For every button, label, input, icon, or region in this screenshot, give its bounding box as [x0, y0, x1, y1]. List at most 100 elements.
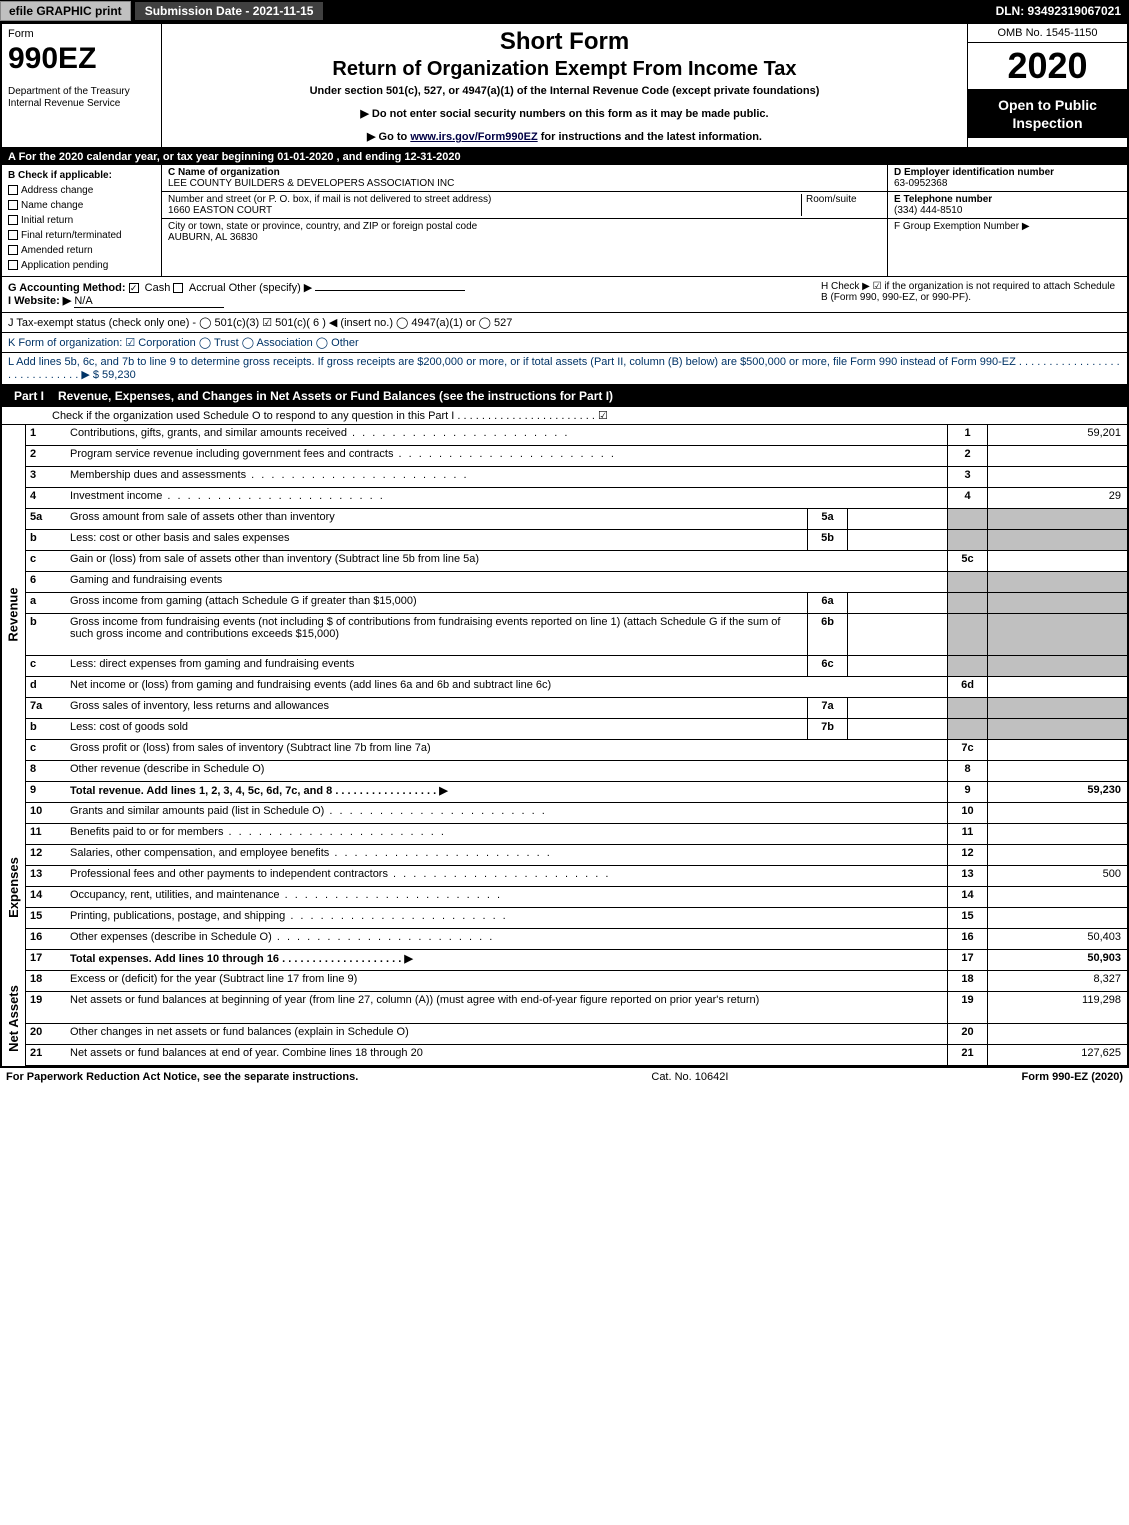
- form-id-cell: Form 990EZ Department of the Treasury In…: [2, 24, 162, 147]
- l-text: L Add lines 5b, 6c, and 7b to line 9 to …: [8, 356, 1120, 381]
- ln6b-subval: [847, 614, 947, 655]
- ln8-amt: [987, 761, 1127, 781]
- ln12-amt: [987, 845, 1127, 865]
- ln7c-num: c: [26, 740, 66, 760]
- ln5a-sub: 5a: [807, 509, 847, 529]
- netassets-sidelabel: Net Assets: [2, 971, 26, 1066]
- ln21-desc: Net assets or fund balances at end of ye…: [66, 1045, 947, 1065]
- ln15-num: 15: [26, 908, 66, 928]
- ln9-num: 9: [26, 782, 66, 802]
- expenses-section: Expenses 10Grants and similar amounts pa…: [2, 803, 1127, 971]
- ln11-num: 11: [26, 824, 66, 844]
- ln21-num: 21: [26, 1045, 66, 1065]
- ln4-amt: 29: [987, 488, 1127, 508]
- col-c-org-info: C Name of organization LEE COUNTY BUILDE…: [162, 165, 887, 276]
- c-name-label: C Name of organization: [168, 167, 280, 178]
- form-number: 990EZ: [8, 42, 155, 76]
- other-method-input[interactable]: [315, 290, 465, 291]
- ln7c-ref: 7c: [947, 740, 987, 760]
- ln12-num: 12: [26, 845, 66, 865]
- ln6d-ref: 6d: [947, 677, 987, 697]
- chk-final-return[interactable]: [8, 230, 18, 240]
- warning-line: ▶ Do not enter social security numbers o…: [170, 107, 959, 120]
- ln6a-num: a: [26, 593, 66, 613]
- ln5a-desc: Gross amount from sale of assets other t…: [66, 509, 807, 529]
- chk-initial-return[interactable]: [8, 215, 18, 225]
- ln5a-amt: [987, 509, 1127, 529]
- ln5c-ref: 5c: [947, 551, 987, 571]
- ln13-desc: Professional fees and other payments to …: [66, 866, 947, 886]
- ln4-desc: Investment income: [66, 488, 947, 508]
- irs-link[interactable]: www.irs.gov/Form990EZ: [410, 131, 537, 143]
- ln19-desc: Net assets or fund balances at beginning…: [66, 992, 947, 1023]
- org-address: 1660 EASTON COURT: [168, 205, 272, 216]
- ln11-desc: Benefits paid to or for members: [66, 824, 947, 844]
- top-toolbar: efile GRAPHIC print Submission Date - 20…: [0, 0, 1129, 22]
- ln5b-desc: Less: cost or other basis and sales expe…: [66, 530, 807, 550]
- page-footer: For Paperwork Reduction Act Notice, see …: [0, 1068, 1129, 1086]
- ln6d-desc: Net income or (loss) from gaming and fun…: [66, 677, 947, 697]
- ln6b-num: b: [26, 614, 66, 655]
- row-l-gross-receipts: L Add lines 5b, 6c, and 7b to line 9 to …: [2, 353, 1127, 385]
- footer-catno: Cat. No. 10642I: [358, 1071, 1021, 1083]
- short-form-title: Short Form: [170, 28, 959, 56]
- chk-address-change[interactable]: [8, 185, 18, 195]
- chk-cash[interactable]: [129, 283, 139, 293]
- lbl-initial-return: Initial return: [21, 215, 73, 226]
- org-name: LEE COUNTY BUILDERS & DEVELOPERS ASSOCIA…: [168, 178, 454, 189]
- e-phone-value: (334) 444-8510: [894, 205, 962, 216]
- ln7c-amt: [987, 740, 1127, 760]
- ln11-ref: 11: [947, 824, 987, 844]
- lbl-other-method: Other (specify) ▶: [229, 282, 313, 294]
- ln6a-subval: [847, 593, 947, 613]
- chk-application-pending[interactable]: [8, 260, 18, 270]
- e-phone-label: E Telephone number: [894, 194, 992, 205]
- efile-print-button[interactable]: efile GRAPHIC print: [0, 1, 131, 21]
- ln5b-amt: [987, 530, 1127, 550]
- ln20-amt: [987, 1024, 1127, 1044]
- chk-amended-return[interactable]: [8, 245, 18, 255]
- ln7b-amt: [987, 719, 1127, 739]
- room-suite-label: Room/suite: [806, 194, 857, 205]
- footer-formref: Form 990-EZ (2020): [1022, 1071, 1123, 1083]
- ln4-ref: 4: [947, 488, 987, 508]
- ln20-desc: Other changes in net assets or fund bala…: [66, 1024, 947, 1044]
- netassets-section: Net Assets 18Excess or (deficit) for the…: [2, 971, 1127, 1066]
- ln5c-num: c: [26, 551, 66, 571]
- d-ein-label: D Employer identification number: [894, 167, 1054, 178]
- dln-label: DLN: 93492319067021: [996, 4, 1129, 18]
- lbl-name-change: Name change: [21, 200, 83, 211]
- f-group-exemption: F Group Exemption Number ▶: [894, 221, 1030, 232]
- ln18-desc: Excess or (deficit) for the year (Subtra…: [66, 971, 947, 991]
- ln16-ref: 16: [947, 929, 987, 949]
- ln6b-sub: 6b: [807, 614, 847, 655]
- ln21-amt: 127,625: [987, 1045, 1127, 1065]
- ln6-desc: Gaming and fundraising events: [66, 572, 947, 592]
- revenue-sidelabel: Revenue: [2, 425, 26, 803]
- ln12-desc: Salaries, other compensation, and employ…: [66, 845, 947, 865]
- ln7b-sub: 7b: [807, 719, 847, 739]
- ln20-num: 20: [26, 1024, 66, 1044]
- ln6a-desc: Gross income from gaming (attach Schedul…: [66, 593, 807, 613]
- ln13-num: 13: [26, 866, 66, 886]
- chk-name-change[interactable]: [8, 200, 18, 210]
- ln17-desc: Total expenses. Add lines 10 through 16 …: [66, 950, 947, 970]
- ln6c-desc: Less: direct expenses from gaming and fu…: [66, 656, 807, 676]
- ln8-num: 8: [26, 761, 66, 781]
- ln17-amt: 50,903: [987, 950, 1127, 970]
- ln6d-amt: [987, 677, 1127, 697]
- goto-prefix: ▶ Go to: [367, 131, 410, 143]
- ln9-ref: 9: [947, 782, 987, 802]
- ln5a-ref: [947, 509, 987, 529]
- chk-accrual[interactable]: [173, 283, 183, 293]
- ln14-desc: Occupancy, rent, utilities, and maintena…: [66, 887, 947, 907]
- ln14-ref: 14: [947, 887, 987, 907]
- ln7b-desc: Less: cost of goods sold: [66, 719, 807, 739]
- form-container: Form 990EZ Department of the Treasury In…: [0, 22, 1129, 1068]
- c-city-label: City or town, state or province, country…: [168, 221, 477, 232]
- ln5c-desc: Gain or (loss) from sale of assets other…: [66, 551, 947, 571]
- part-i-tag: Part I: [8, 388, 50, 404]
- ln16-num: 16: [26, 929, 66, 949]
- lbl-address-change: Address change: [21, 185, 93, 196]
- submission-date-badge: Submission Date - 2021-11-15: [135, 2, 324, 20]
